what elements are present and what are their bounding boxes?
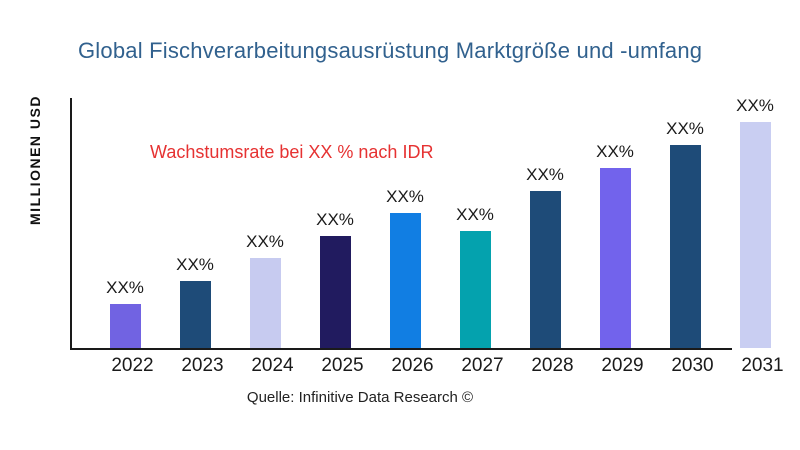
bar-value-label-2029: XX% [596, 142, 634, 161]
x-tick-2025: 2025 [321, 355, 364, 376]
bar-2028 [529, 191, 561, 348]
bar-2030 [669, 145, 701, 348]
x-tick-2022: 2022 [111, 355, 154, 376]
x-tick-2023: 2023 [181, 355, 224, 376]
bar-value-label-2023: XX% [176, 255, 214, 274]
x-tick-2027: 2027 [461, 355, 504, 376]
bar-2029 [599, 168, 631, 348]
bar-value-label-2026: XX% [386, 187, 424, 206]
bar-2031 [739, 122, 771, 348]
bar-value-label-2030: XX% [666, 119, 704, 138]
chart-title: Global Fischverarbeitungsausrüstung Mark… [78, 38, 703, 63]
bar-value-label-2027: XX% [456, 205, 494, 224]
bar-value-label-2024: XX% [246, 232, 284, 251]
y-axis-label: MILLIONEN USD [27, 95, 43, 225]
x-tick-2028: 2028 [531, 355, 574, 376]
x-tick-2029: 2029 [601, 355, 644, 376]
bar-2022 [109, 304, 141, 348]
x-axis-line [70, 348, 732, 350]
x-tick-2030: 2030 [671, 355, 714, 376]
bar-2024 [249, 258, 281, 348]
bar-value-label-2025: XX% [316, 210, 354, 229]
x-tick-2024: 2024 [251, 355, 294, 376]
bar-value-label-2031: XX% [736, 96, 774, 115]
bar-2026 [389, 213, 421, 348]
x-tick-2031: 2031 [741, 355, 784, 376]
bar-2027 [459, 231, 491, 348]
source-caption: Quelle: Infinitive Data Research © [246, 389, 474, 406]
bar-value-label-2022: XX% [106, 278, 144, 297]
y-axis-line [70, 98, 72, 349]
bar-value-label-2028: XX% [526, 165, 564, 184]
bar-2025 [319, 236, 351, 348]
x-tick-2026: 2026 [391, 355, 434, 376]
growth-rate-annotation: Wachstumsrate bei XX % nach IDR [150, 142, 434, 162]
bar-2023 [179, 281, 211, 348]
